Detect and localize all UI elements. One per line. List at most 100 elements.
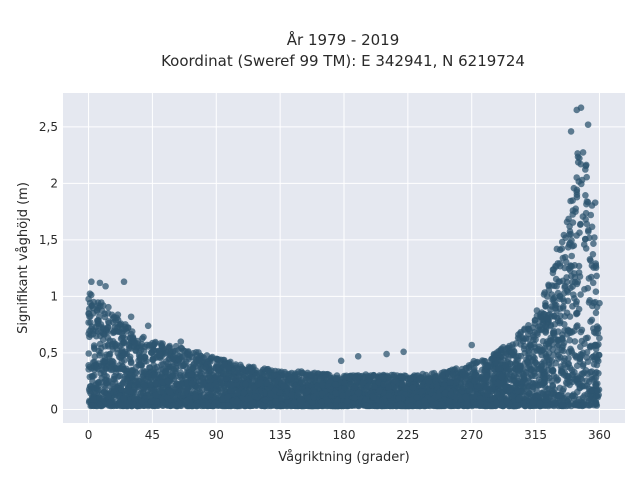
data-point — [582, 192, 589, 199]
data-point — [554, 289, 562, 297]
data-point — [594, 387, 601, 395]
data-point — [172, 342, 180, 350]
data-point — [192, 349, 200, 356]
data-point — [526, 354, 533, 361]
data-point — [180, 372, 188, 380]
data-point — [140, 333, 147, 341]
data-point — [105, 303, 112, 311]
data-point — [172, 373, 180, 380]
data-point — [147, 381, 154, 388]
data-point — [595, 370, 602, 377]
data-point — [537, 378, 544, 386]
data-point — [556, 262, 564, 270]
data-point — [158, 341, 165, 349]
data-point — [163, 394, 171, 402]
data-point — [97, 370, 104, 377]
data-point — [574, 159, 582, 166]
data-point — [500, 343, 507, 351]
data-point — [109, 329, 117, 337]
data-point — [88, 323, 96, 330]
data-point — [116, 372, 123, 380]
data-point — [170, 353, 178, 361]
data-point — [592, 264, 600, 272]
data-point — [435, 393, 443, 400]
data-point — [517, 362, 524, 370]
data-points — [85, 104, 603, 410]
data-point — [197, 369, 204, 377]
data-point — [586, 343, 594, 350]
data-point — [584, 358, 592, 366]
data-point — [571, 338, 579, 345]
data-point — [569, 211, 576, 218]
data-point — [566, 337, 574, 344]
data-point — [113, 341, 120, 348]
data-point — [227, 387, 235, 394]
data-point — [215, 356, 222, 363]
data-point — [569, 197, 576, 204]
data-point — [463, 401, 471, 408]
data-point — [136, 355, 144, 363]
data-point — [589, 279, 597, 287]
data-point — [85, 350, 92, 357]
data-point — [490, 374, 498, 382]
data-point — [548, 291, 556, 298]
data-point — [487, 362, 494, 369]
data-point — [224, 393, 232, 401]
data-point — [99, 324, 106, 331]
data-point — [95, 387, 102, 395]
data-point — [548, 337, 555, 344]
data-point — [355, 389, 362, 397]
data-point — [573, 174, 580, 181]
data-point — [585, 226, 592, 234]
data-point — [582, 166, 589, 173]
data-point — [111, 372, 118, 380]
data-point — [592, 309, 600, 317]
data-point — [127, 358, 135, 366]
data-point — [107, 366, 115, 374]
data-point — [533, 307, 541, 314]
data-point — [569, 392, 576, 400]
data-point — [578, 326, 586, 334]
data-point — [496, 380, 504, 388]
data-point — [577, 353, 584, 361]
data-point — [239, 365, 246, 373]
data-point — [163, 349, 170, 357]
data-point — [242, 380, 249, 388]
data-point — [166, 371, 174, 379]
data-point — [123, 386, 131, 394]
data-point — [551, 298, 558, 306]
data-point — [327, 377, 335, 385]
data-point — [514, 368, 521, 375]
data-point — [572, 300, 580, 308]
data-point — [295, 389, 302, 397]
data-point — [549, 346, 556, 353]
data-point — [118, 340, 126, 348]
data-point — [581, 382, 588, 390]
data-point — [589, 251, 597, 258]
data-point — [544, 385, 551, 393]
data-point — [532, 380, 539, 387]
data-point — [166, 388, 174, 396]
data-point — [101, 357, 109, 364]
data-point — [576, 273, 584, 280]
data-point — [564, 380, 571, 388]
data-point — [90, 342, 98, 349]
data-point — [118, 386, 125, 393]
data-point — [190, 361, 197, 369]
data-point — [234, 389, 242, 397]
data-point — [538, 326, 546, 333]
data-point — [555, 278, 562, 285]
data-point — [92, 381, 100, 388]
data-point — [579, 394, 587, 401]
data-point — [573, 362, 581, 370]
data-point — [571, 368, 578, 376]
data-point — [228, 381, 236, 389]
data-point — [117, 321, 124, 329]
data-point — [95, 304, 102, 312]
data-point — [462, 393, 470, 401]
data-point — [577, 343, 584, 351]
data-point — [566, 239, 574, 247]
data-point — [577, 291, 584, 298]
data-point — [530, 336, 537, 344]
data-point — [580, 361, 587, 368]
